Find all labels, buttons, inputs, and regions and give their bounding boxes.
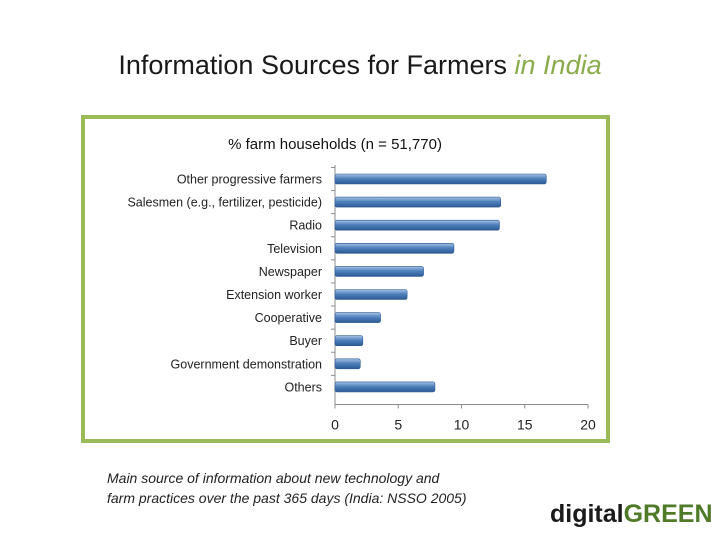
category-label: Cooperative: [255, 311, 322, 325]
bar: [334, 335, 364, 346]
x-tick-label: 15: [517, 416, 533, 432]
x-tick-label: 5: [394, 416, 402, 432]
title-accent: in India: [514, 50, 602, 80]
category-label: Other progressive farmers: [177, 173, 322, 187]
bar: [334, 358, 361, 370]
category-label: Buyer: [289, 334, 322, 348]
bar: [334, 243, 455, 254]
x-tick-label: 20: [580, 416, 596, 432]
logo-text-green: GREEN: [623, 500, 713, 528]
category-label: Newspaper: [259, 265, 322, 279]
bar: [334, 219, 500, 231]
page-title: Information Sources for Farmers in India: [0, 50, 720, 81]
bar: [334, 266, 424, 277]
caption-line-1: Main source of information about new tec…: [107, 470, 440, 486]
category-label: Television: [267, 242, 322, 256]
category-label: Others: [284, 380, 322, 394]
bar: [334, 289, 408, 300]
bar-chart: % farm households (n = 51,770) Other pro…: [127, 136, 596, 432]
category-label: Government demonstration: [171, 357, 323, 371]
x-tick-label: 10: [454, 416, 470, 432]
category-label: Radio: [289, 219, 322, 233]
plot-area: Other progressive farmers Salesmen (e.g.,…: [127, 165, 596, 432]
caption-line-2: farm practices over the past 365 days (I…: [107, 490, 467, 506]
category-label: Salesmen (e.g., fertilizer, pesticide): [127, 196, 322, 210]
title-main: Information Sources for Farmers: [118, 50, 508, 80]
chart-caption: Main source of information about new tec…: [107, 468, 547, 508]
bar: [334, 196, 502, 208]
logo-text-digital: digital: [550, 500, 624, 528]
bar: [334, 173, 547, 185]
chart-title: % farm households (n = 51,770): [228, 136, 442, 153]
x-tick-label: 0: [331, 416, 339, 432]
bar: [334, 381, 436, 393]
bar: [334, 312, 381, 323]
digital-green-logo: digitalGREEN: [550, 500, 713, 529]
chart-frame: % farm households (n = 51,770) Other pro…: [81, 115, 610, 443]
category-label: Extension worker: [226, 288, 322, 302]
